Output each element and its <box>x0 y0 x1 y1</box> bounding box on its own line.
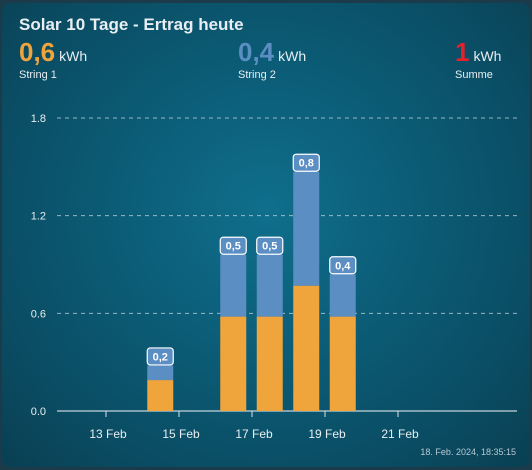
bar-string-1 <box>220 316 247 411</box>
stat-string-1-value: 0,6 <box>19 37 56 67</box>
stat-summe-value: 1 <box>455 37 470 67</box>
data-label: 0,4 <box>335 260 351 272</box>
stat-summe-unit: kWh <box>473 48 502 64</box>
x-tick-label: 17 Feb <box>235 427 273 441</box>
bar-string-2 <box>147 365 174 381</box>
y-tick-label: 0.0 <box>31 406 46 418</box>
data-label-box <box>256 236 284 255</box>
data-label-box <box>329 256 357 275</box>
data-label: 0,2 <box>153 351 168 363</box>
data-label: 0,8 <box>299 158 314 170</box>
stat-string-2-label: String 2 <box>238 69 276 81</box>
data-label-box <box>292 153 320 172</box>
bar-chart: 0.0 0.6 1.2 1.8 13 Feb 15 Feb 17 Feb 19 Feb 21 F… <box>31 113 517 441</box>
timestamp: 18. Feb. 2024, 18:35:15 <box>420 447 516 457</box>
x-tick-label: 19 Feb <box>308 427 346 441</box>
data-label: 0,5 <box>262 241 277 253</box>
card-title: Solar 10 Tage - Ertrag heute <box>19 15 244 34</box>
stat-string-1: 0,6 kWh String 1 <box>19 37 87 81</box>
bar-string-2 <box>329 274 356 317</box>
x-tick-label: 15 Feb <box>162 427 200 441</box>
bar-string-1 <box>293 285 320 411</box>
x-tick-label: 21 Feb <box>381 427 419 441</box>
solar-card: Solar 10 Tage - Ertrag heute 0,6 kWh Stri… <box>2 3 530 467</box>
data-label-box <box>219 236 247 255</box>
stat-string-1-unit: kWh <box>59 48 88 64</box>
bar-string-1 <box>256 316 283 411</box>
data-label: 0,5 <box>226 241 241 253</box>
bar-string-2 <box>293 171 320 286</box>
stat-summe-label: Summe <box>455 69 493 81</box>
bar-string-2 <box>220 254 247 317</box>
stat-summe: 1 kWh Summe <box>455 37 501 81</box>
y-tick-label: 1.2 <box>31 211 46 223</box>
y-tick-label: 0.6 <box>31 308 46 320</box>
x-tick-label: 13 Feb <box>89 427 127 441</box>
stat-string-2: 0,4 kWh String 2 <box>238 37 306 81</box>
y-tick-label: 1.8 <box>31 113 46 125</box>
bar-string-1 <box>329 316 356 411</box>
stat-string-2-unit: kWh <box>278 48 307 64</box>
bar-string-1 <box>147 380 174 411</box>
bar-string-2 <box>256 254 283 317</box>
data-label-box <box>146 347 174 366</box>
stat-string-2-value: 0,4 <box>238 37 275 67</box>
stat-string-1-label: String 1 <box>19 69 57 81</box>
